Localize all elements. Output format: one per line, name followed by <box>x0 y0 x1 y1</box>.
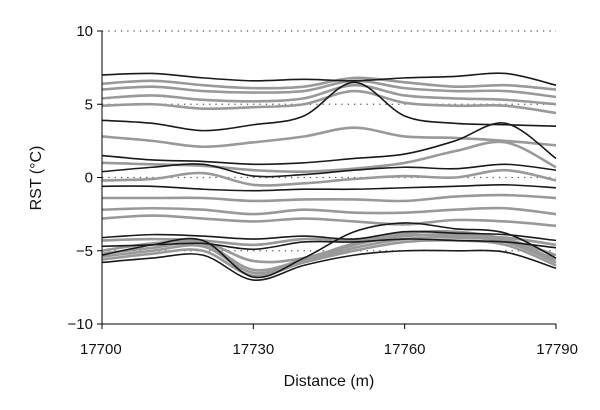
series-line-7 <box>101 126 557 149</box>
y-tick-label: 10 <box>76 23 93 40</box>
x-axis-title: Distance (m) <box>284 373 375 390</box>
series-line-14 <box>101 206 557 216</box>
tick-labels: −10 −5 0 5 10 17700 17730 17760 17790 <box>68 23 578 358</box>
series-line-22 <box>101 236 557 275</box>
series-line-5 <box>101 89 557 115</box>
y-tick-label: 5 <box>85 96 93 113</box>
x-tick-label: 17790 <box>536 341 578 358</box>
series-line-10 <box>101 163 557 178</box>
y-tick-label: −5 <box>76 243 93 260</box>
series-line-9 <box>101 140 557 173</box>
y-axis-title: RST (°C) <box>28 146 45 211</box>
series-line-2 <box>101 76 557 91</box>
series-line-6 <box>101 81 557 132</box>
x-tick-label: 17700 <box>80 341 122 358</box>
series-line-13 <box>101 193 557 203</box>
series-line-15 <box>101 214 557 228</box>
series-line-1 <box>101 72 557 86</box>
series-line-18 <box>101 238 557 251</box>
series-line-24 <box>101 249 557 281</box>
y-tick-label: −10 <box>68 316 93 333</box>
series-line-16 <box>101 230 557 242</box>
series-line-12 <box>101 184 557 192</box>
axes <box>97 30 557 329</box>
series-line-20 <box>101 222 557 279</box>
series-line-11 <box>101 168 557 187</box>
series-line-4 <box>101 83 557 106</box>
series-line-3 <box>101 79 557 99</box>
x-tick-label: 17760 <box>384 341 426 358</box>
y-tick-label: 0 <box>85 170 93 187</box>
series-group <box>101 72 557 281</box>
series-line-8 <box>101 122 557 166</box>
x-tick-label: 17730 <box>232 341 274 358</box>
